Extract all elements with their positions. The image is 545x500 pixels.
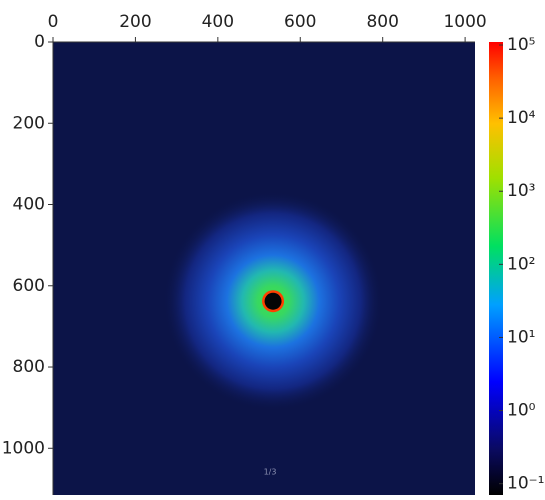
x-tick-label: 800 [366,12,398,32]
x-tick-label: 0 [48,12,59,32]
page-indicator: 1/3 [264,468,277,477]
colorbar-tick-label: 10⁵ [507,35,535,55]
colorbar-tick-label: 10⁰ [507,401,536,421]
colorbar [489,42,503,495]
y-tick-label: 600 [13,276,45,296]
y-tick-label: 800 [13,357,45,377]
x-tick-label: 1000 [443,12,486,32]
colorbar-tick-label: 10⁴ [507,108,536,128]
x-tick-label: 600 [284,12,316,32]
x-tick-label: 400 [202,12,234,32]
colorbar-tick-label: 10² [507,254,535,274]
colorbar-tick-label: 10³ [507,181,535,201]
y-tick-label: 1000 [2,438,45,458]
x-tick-label: 200 [119,12,151,32]
colorbar-tick-label: 10¹ [507,327,535,347]
colorbar-tick-label: 10⁻¹ [507,474,544,494]
y-tick-label: 0 [34,32,45,52]
beamstop [264,292,282,310]
y-tick-label: 200 [13,113,45,133]
y-tick-label: 400 [13,195,45,215]
